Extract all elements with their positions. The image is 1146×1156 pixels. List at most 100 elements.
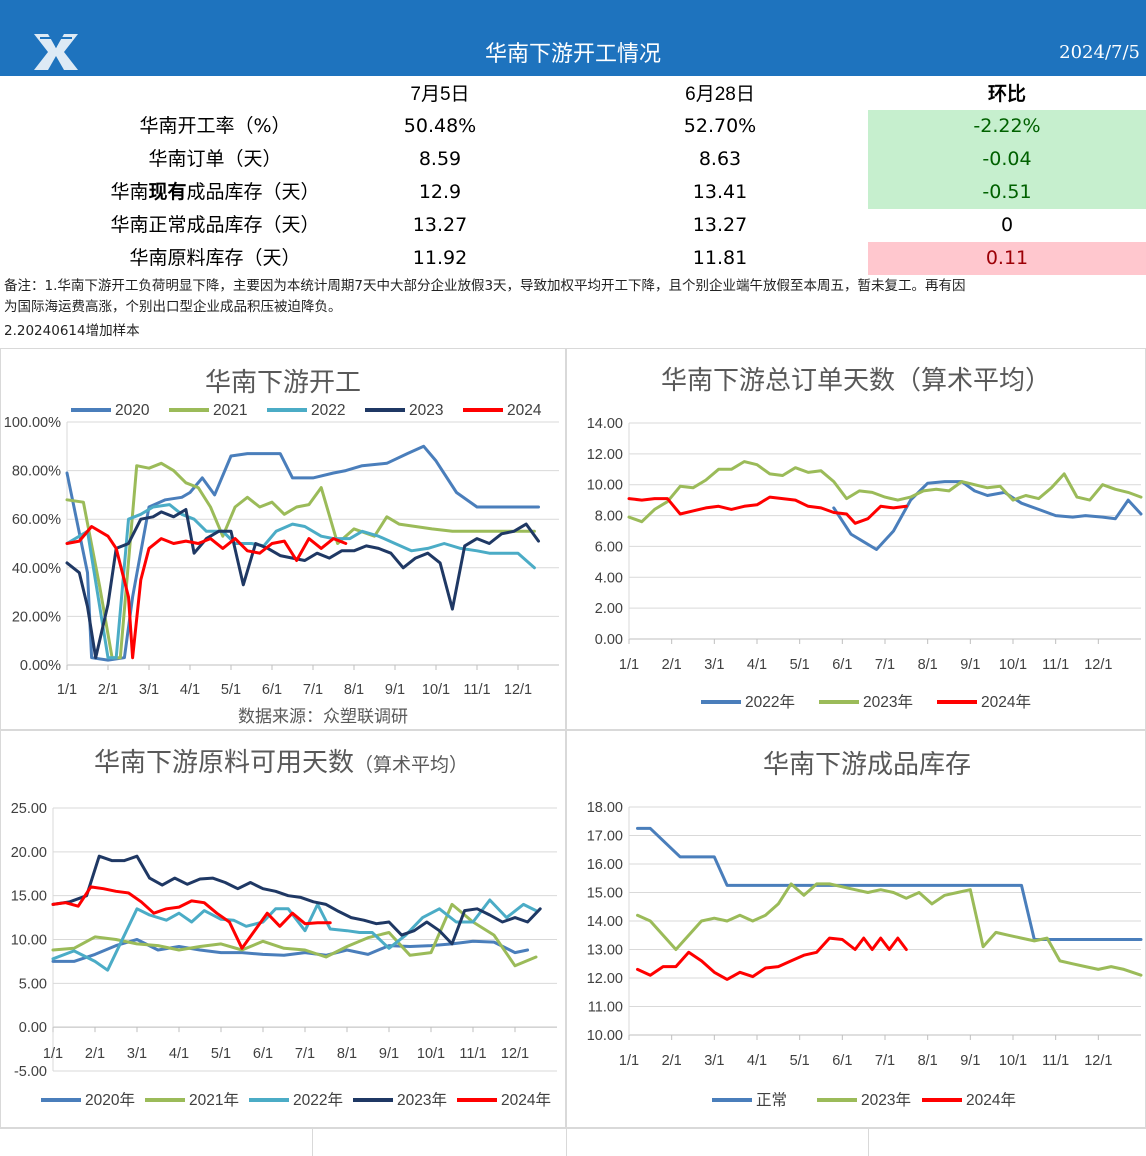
current-value: 11.92 xyxy=(412,247,468,269)
current-value: 8.59 xyxy=(418,148,462,170)
y-tick-label: 25.00 xyxy=(11,801,47,817)
y-tick-label: 12.00 xyxy=(587,971,623,987)
x-tick-label: 1/1 xyxy=(619,1053,639,1069)
page-title: 华南下游开工情况 xyxy=(484,42,661,67)
legend-label: 2021年 xyxy=(189,1091,239,1109)
series-line-2021 xyxy=(65,461,536,660)
series-line-2022年 xyxy=(51,898,538,972)
series-line-正常 xyxy=(636,826,1143,941)
legend-label: 2023年 xyxy=(397,1091,447,1109)
row-label: 华南订单（天） xyxy=(148,148,282,170)
series-line-2024年 xyxy=(51,885,332,950)
x-tick-label: 2/1 xyxy=(85,1046,105,1062)
x-tick-label: 8/1 xyxy=(344,682,364,698)
col-header-current: 7月5日 xyxy=(410,84,470,105)
chart-title: 华南下游总订单天数（算术平均） xyxy=(661,365,1051,395)
row-label: 华南现有成品库存（天） xyxy=(110,181,320,203)
x-tick-label: 10/1 xyxy=(422,682,450,698)
y-tick-label: 16.00 xyxy=(587,857,623,873)
series-line-2024年 xyxy=(627,495,908,525)
chart-panel-finished-inventory: 华南下游成品库存 10.00 11.00 12.00 13.00 14.00 15.00 16… xyxy=(566,730,1146,1128)
x-tick-label: 11/1 xyxy=(463,682,490,698)
row-label: 华南原料库存（天） xyxy=(129,247,301,269)
chart-material-days: 华南下游原料可用天数（算术平均） -5.00 0.00 5.00 10.00 15.00 2… xyxy=(11,747,557,1109)
change-value: -0.51 xyxy=(868,176,1146,209)
legend-label: 2020 xyxy=(115,402,150,419)
y-tick-label: 17.00 xyxy=(587,829,623,845)
series-line-2024 xyxy=(65,525,348,660)
y-tick-label: 14.00 xyxy=(587,416,623,432)
y-tick-label: 100.00% xyxy=(4,415,61,431)
x-tick-label: 12/1 xyxy=(504,682,532,698)
x-tick-label: 1/1 xyxy=(619,657,639,673)
legend-label: 2020年 xyxy=(85,1091,135,1109)
change-value: 0 xyxy=(1000,214,1014,236)
x-tick-label: 12/1 xyxy=(1084,657,1112,673)
x-tick-label: 8/1 xyxy=(918,657,938,673)
x-tick-label: 8/1 xyxy=(337,1046,357,1062)
legend-label: 2022年 xyxy=(293,1091,343,1109)
previous-value: 13.27 xyxy=(692,214,748,236)
x-tick-label: 8/1 xyxy=(918,1053,938,1069)
chart-order-days: 华南下游总订单天数（算术平均） 0.00 2.00 4.00 6.00 8.00 10.00… xyxy=(587,365,1143,711)
x-tick-label: 5/1 xyxy=(790,1053,810,1069)
current-value: 13.27 xyxy=(412,214,468,236)
x-tick-label: 5/1 xyxy=(221,682,241,698)
row-label: 华南正常成品库存（天） xyxy=(110,214,320,236)
previous-value: 13.41 xyxy=(692,181,748,203)
y-tick-label: 14.00 xyxy=(587,914,623,930)
y-tick-label: 10.00 xyxy=(587,478,623,494)
series-line-2020 xyxy=(65,444,540,662)
x-tick-label: 5/1 xyxy=(790,657,810,673)
note-line-2: 为国际海运费高涨，个别出口型企业成品积压被迫降负。 xyxy=(4,299,342,315)
x-tick-label: 7/1 xyxy=(875,1053,895,1069)
note-line-3: 2.20240614增加样本 xyxy=(4,323,140,339)
chart-title: 华南下游成品库存 xyxy=(763,749,971,779)
y-tick-label: 20.00 xyxy=(11,845,47,861)
series-line-2021年 xyxy=(51,902,538,968)
header-bar: 华南下游开工情况 2024/7/5 xyxy=(0,0,1146,76)
y-tick-label: -5.00 xyxy=(14,1064,47,1080)
y-tick-label: 18.00 xyxy=(587,800,623,816)
y-tick-label: 6.00 xyxy=(595,539,623,555)
y-tick-label: 0.00 xyxy=(595,632,623,648)
y-tick-label: 13.00 xyxy=(587,943,623,959)
x-tick-label: 6/1 xyxy=(832,1053,852,1069)
y-tick-label: 10.00 xyxy=(11,933,47,949)
x-tick-label: 4/1 xyxy=(180,682,200,698)
chart-title: 华南下游原料可用天数（算术平均） xyxy=(94,747,468,777)
x-tick-label: 3/1 xyxy=(127,1046,147,1062)
change-value: 0.11 xyxy=(868,242,1146,275)
x-tick-label: 11/1 xyxy=(1042,1053,1069,1069)
x-tick-label: 10/1 xyxy=(999,657,1027,673)
previous-value: 11.81 xyxy=(692,247,748,269)
chart-title: 华南下游开工 xyxy=(205,367,361,397)
x-tick-label: 6/1 xyxy=(832,657,852,673)
x-tick-label: 9/1 xyxy=(379,1046,399,1062)
y-tick-label: 80.00% xyxy=(12,464,61,480)
previous-value: 8.63 xyxy=(698,148,742,170)
series-line-2022年 xyxy=(832,480,1143,551)
x-tick-label: 6/1 xyxy=(253,1046,273,1062)
report-date: 2024/7/5 xyxy=(1059,42,1140,63)
x-tick-label: 4/1 xyxy=(747,1053,767,1069)
legend-label: 2024年 xyxy=(981,693,1031,711)
x-tick-label: 6/1 xyxy=(262,682,282,698)
x-tick-label: 1/1 xyxy=(57,682,77,698)
x-tick-label: 9/1 xyxy=(960,1053,980,1069)
row-label: 华南开工率（%） xyxy=(139,115,291,137)
y-tick-label: 40.00% xyxy=(12,561,61,577)
chart-run-rate: 华南下游开工 0.00% 20.00% 40.00% 60.00% 80.00% 100.0… xyxy=(4,367,559,726)
x-tick-label: 2/1 xyxy=(98,682,118,698)
x-tick-label: 2/1 xyxy=(662,657,682,673)
x-tick-label: 3/1 xyxy=(704,1053,724,1069)
chart-finished-inventory: 华南下游成品库存 10.00 11.00 12.00 13.00 14.00 15.00 16… xyxy=(587,749,1143,1109)
x-tick-label: 5/1 xyxy=(211,1046,231,1062)
series-line-2022 xyxy=(65,503,536,660)
chart-source: 数据来源：众塑联调研 xyxy=(238,707,408,726)
col-header-previous: 6月28日 xyxy=(685,84,755,105)
x-tick-label: 11/1 xyxy=(1042,657,1069,673)
x-tick-label: 7/1 xyxy=(875,657,895,673)
previous-value: 52.70% xyxy=(683,115,757,137)
current-value: 50.48% xyxy=(403,115,477,137)
